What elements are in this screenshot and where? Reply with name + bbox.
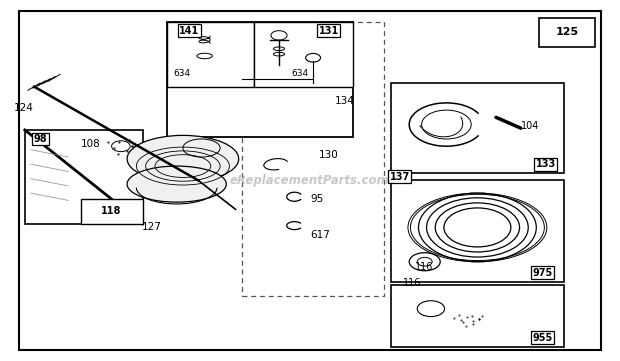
Text: 118: 118 [102,206,122,216]
Text: 141: 141 [179,26,199,36]
Text: 104: 104 [521,121,539,131]
Text: 134: 134 [335,96,355,106]
Text: 98: 98 [33,134,47,144]
Text: 116: 116 [403,278,422,288]
Text: 133: 133 [536,159,556,169]
Text: 975: 975 [533,268,552,278]
Text: 137: 137 [390,172,410,182]
Text: 124: 124 [14,103,34,113]
Text: 116: 116 [415,262,434,272]
Bar [391,285,564,347]
Text: 617: 617 [310,230,330,240]
Bar [242,22,384,296]
Ellipse shape [127,166,226,202]
Text: 634: 634 [291,69,309,78]
Text: 130: 130 [319,150,339,160]
Bar [391,180,564,282]
Text: 127: 127 [142,222,162,232]
Ellipse shape [127,135,239,182]
Text: 95: 95 [310,193,323,204]
Bar [254,22,353,87]
Text: 125: 125 [556,27,579,38]
Bar [25,130,143,224]
Bar [167,22,353,137]
Text: 955: 955 [533,332,552,343]
Text: 634: 634 [174,69,191,78]
Bar [81,199,143,224]
Bar [391,83,564,173]
Text: 131: 131 [319,26,339,36]
Text: eReplacementParts.com: eReplacementParts.com [230,174,390,187]
Bar [539,18,595,47]
Bar [167,22,254,87]
Text: 108: 108 [81,139,100,149]
